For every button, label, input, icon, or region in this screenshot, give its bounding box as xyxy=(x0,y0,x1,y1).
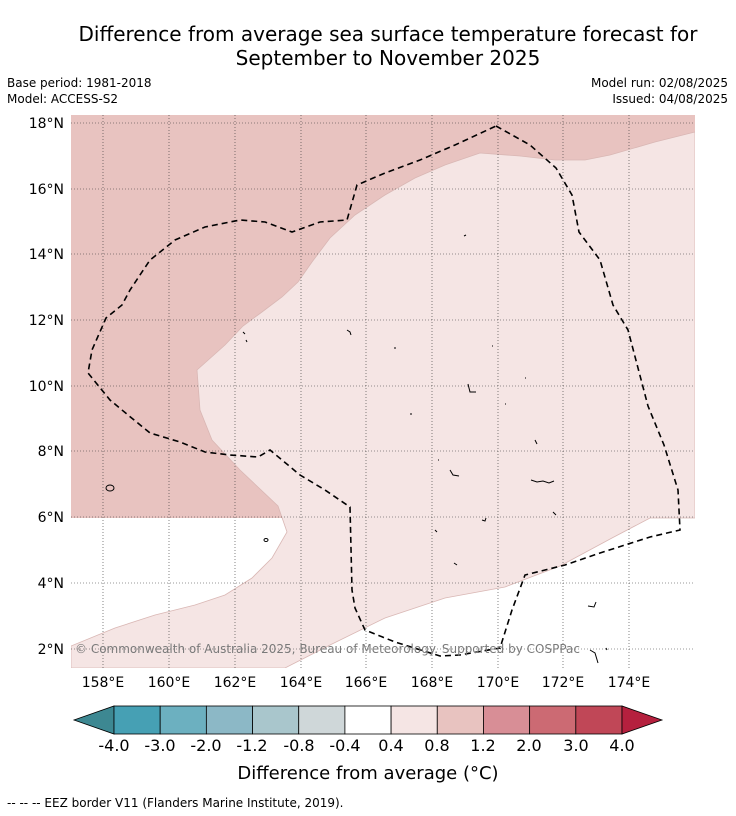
copyright-text: © Commonwealth of Australia 2025, Bureau… xyxy=(75,642,580,656)
colorbar-title: Difference from average (°C) xyxy=(237,763,499,784)
eez-border xyxy=(87,125,681,657)
lon-label: 166°E xyxy=(345,675,388,691)
colorbar-swatch xyxy=(159,705,207,735)
colorbar-swatch xyxy=(436,705,484,735)
cbar-tick: -3.0 xyxy=(144,736,176,755)
model-name: Model: ACCESS-S2 xyxy=(7,92,119,106)
colorbar-swatch xyxy=(390,705,438,735)
colorbar xyxy=(72,705,664,735)
colorbar-swatch xyxy=(575,705,623,735)
latitude-axis-labels: 18°N 16°N 14°N 12°N 10°N 8°N 6°N 4°N 2°N xyxy=(29,116,64,658)
cbar-tick: -0.8 xyxy=(283,736,315,755)
lat-label: 12°N xyxy=(29,313,64,329)
latitude-gridlines xyxy=(71,122,695,650)
issued-date: Issued: 04/08/2025 xyxy=(612,92,728,106)
meta-right: Model run: 02/08/2025 Issued: 04/08/2025 xyxy=(591,75,728,107)
colorbar-swatch xyxy=(298,705,346,735)
colorbar-swatch xyxy=(252,705,300,735)
title-line-2: September to November 2025 xyxy=(235,46,541,70)
colorbar-swatch xyxy=(483,705,531,735)
lat-label: 16°N xyxy=(29,182,64,198)
cbar-tick: 0.4 xyxy=(378,736,404,755)
title-line-1: Difference from average sea surface temp… xyxy=(78,22,698,46)
cbar-tick: -0.4 xyxy=(329,736,361,755)
cbar-tick: 0.8 xyxy=(424,736,450,755)
cbar-tick: 3.0 xyxy=(563,736,589,755)
lon-label: 162°E xyxy=(214,675,257,691)
lon-label: 160°E xyxy=(148,675,191,691)
lat-label: 10°N xyxy=(29,379,64,395)
lon-label: 174°E xyxy=(608,675,651,691)
colorbar-swatch xyxy=(529,705,577,735)
lat-label: 14°N xyxy=(29,247,64,263)
cbar-tick: 1.2 xyxy=(470,736,496,755)
lat-label: 4°N xyxy=(38,576,64,592)
lon-label: 158°E xyxy=(82,675,125,691)
base-period: Base period: 1981-2018 xyxy=(7,76,152,90)
lat-label: 8°N xyxy=(38,444,64,460)
legend-note: -- -- -- EEZ border V11 (Flanders Marine… xyxy=(7,796,344,810)
colorbar-under-arrow xyxy=(72,705,115,735)
cbar-tick: 2.0 xyxy=(516,736,542,755)
colorbar-swatch xyxy=(205,705,253,735)
lat-label: 6°N xyxy=(38,510,64,526)
lat-label: 18°N xyxy=(29,116,64,132)
cbar-tick: -1.2 xyxy=(236,736,268,755)
lon-label: 172°E xyxy=(542,675,585,691)
longitude-axis-labels: 158°E 160°E 162°E 164°E 166°E 168°E 170°… xyxy=(82,675,651,691)
colorbar-swatch xyxy=(113,705,161,735)
cbar-tick: 4.0 xyxy=(609,736,635,755)
model-run: Model run: 02/08/2025 xyxy=(590,76,728,90)
cbar-tick: -2.0 xyxy=(190,736,222,755)
map-panel: © Commonwealth of Australia 2025, Bureau… xyxy=(71,115,695,668)
cbar-tick: -4.0 xyxy=(98,736,130,755)
lon-label: 168°E xyxy=(411,675,454,691)
colorbar-over-arrow xyxy=(621,705,664,735)
lon-label: 170°E xyxy=(477,675,520,691)
map-title: Difference from average sea surface temp… xyxy=(40,22,736,70)
lon-label: 164°E xyxy=(280,675,323,691)
colorbar-swatch xyxy=(344,705,392,735)
meta-left: Base period: 1981-2018 Model: ACCESS-S2 xyxy=(7,75,152,107)
islands xyxy=(105,234,608,664)
lat-label: 2°N xyxy=(38,642,64,658)
